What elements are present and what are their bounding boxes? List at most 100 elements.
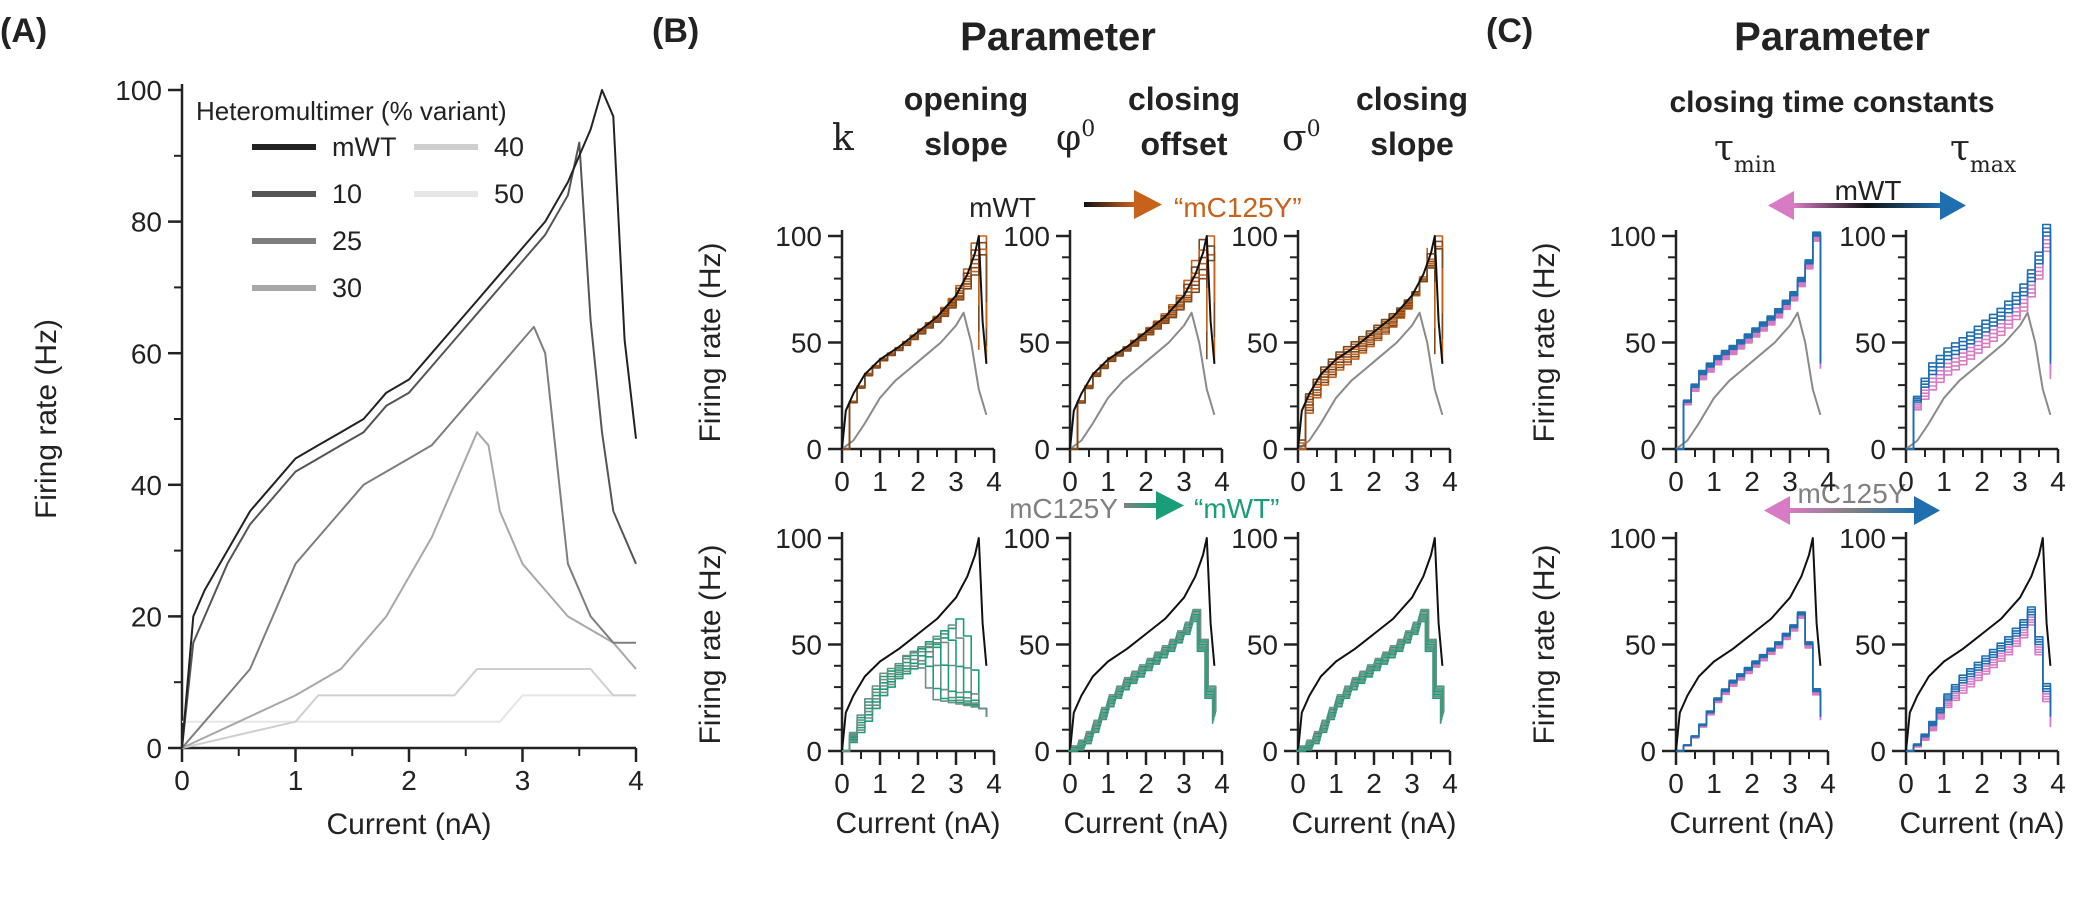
y-tick-label: 0	[1034, 736, 1050, 767]
x-tick-label: 4	[628, 765, 644, 796]
legend-label: 10	[332, 179, 362, 209]
x-axis-label: Current (nA)	[1669, 807, 1834, 840]
y-tick-label: 0	[1640, 434, 1656, 465]
x-tick-label: 3	[1404, 768, 1420, 799]
x-tick-label: 4	[1442, 768, 1458, 799]
param-sigma-line2: slope	[1370, 126, 1454, 162]
y-tick-label: 100	[1231, 221, 1278, 252]
arrow-label-mwt-from: mWT	[969, 192, 1036, 223]
legend-title: Heteromultimer (% variant)	[196, 96, 507, 126]
panel-label-a: (A)	[0, 12, 47, 50]
arrow-label-mwt-to: “mWT”	[1194, 493, 1280, 524]
x-tick-label: 0	[1062, 768, 1078, 799]
y-tick-label: 100	[1003, 221, 1050, 252]
variant-line	[1906, 624, 2052, 752]
variant-line	[842, 235, 988, 450]
arrow-c-bot-left-head	[1764, 496, 1790, 525]
y-tick-label: 100	[115, 75, 162, 106]
x-tick-label: 3	[1782, 466, 1798, 497]
variant-line	[1676, 240, 1822, 450]
y-tick-label: 50	[1855, 328, 1886, 359]
x-tick-label: 2	[1974, 466, 1990, 497]
variant-line	[1906, 611, 2052, 752]
series-line-25	[181, 325, 636, 749]
x-tick-label: 3	[948, 466, 964, 497]
y-tick-label: 50	[1625, 328, 1656, 359]
x-tick-label: 3	[948, 768, 964, 799]
x-tick-label: 2	[1366, 768, 1382, 799]
x-tick-label: 0	[834, 768, 850, 799]
x-tick-label: 1	[1100, 768, 1116, 799]
param-sigma-symbol: σ0	[1282, 117, 1321, 159]
series-line-40	[181, 668, 636, 749]
y-axis-label: Firing rate (Hz)	[30, 319, 63, 519]
reference-mc125y-line	[1675, 311, 1822, 450]
variant-line	[1906, 223, 2052, 450]
arrow-c-bot-shaft	[1790, 508, 1914, 513]
panel-label-b: (B)	[652, 12, 699, 50]
y-tick-label: 50	[791, 328, 822, 359]
arrow-mc125y-to-mwt-shaft	[1124, 503, 1156, 508]
reference-mwt-line	[841, 235, 988, 450]
y-tick-label: 100	[1839, 523, 1886, 554]
x-tick-label: 0	[1668, 466, 1684, 497]
x-tick-label: 4	[986, 466, 1002, 497]
panel-label-c: (C)	[1486, 12, 1533, 50]
arrow-c-top-shaft	[1794, 203, 1940, 208]
y-tick-label: 50	[1625, 630, 1656, 661]
variant-line	[1071, 608, 1217, 747]
variant-line	[842, 249, 980, 450]
variant-line	[1070, 252, 1216, 450]
variant-line	[1906, 619, 2052, 752]
x-axis-label: Current (nA)	[1899, 807, 2064, 840]
x-axis-label: Current (nA)	[1291, 807, 1456, 840]
reference-mc125y-line	[1069, 311, 1216, 450]
x-tick-label: 1	[1936, 466, 1952, 497]
y-tick-label: 0	[146, 733, 162, 764]
param-tau-min: τmin	[1714, 128, 1776, 178]
reference-mwt-line	[1297, 235, 1444, 450]
variant-line	[1070, 259, 1200, 450]
x-tick-label: 2	[1974, 768, 1990, 799]
x-tick-label: 4	[2050, 466, 2066, 497]
variant-line	[842, 645, 988, 752]
x-tick-label: 3	[2012, 768, 2028, 799]
y-tick-label: 0	[1262, 434, 1278, 465]
param-phi-line1: closing	[1128, 81, 1240, 117]
y-tick-label: 80	[131, 207, 162, 238]
reference-mwt-line	[1675, 537, 1822, 752]
y-tick-label: 100	[1609, 221, 1656, 252]
x-tick-label: 4	[1820, 768, 1836, 799]
x-axis-label: Current (nA)	[326, 808, 491, 841]
variant-line	[1298, 258, 1436, 450]
variant-line	[842, 618, 988, 752]
y-tick-label: 100	[1609, 523, 1656, 554]
legend-label: 40	[494, 132, 524, 162]
x-tick-label: 0	[1668, 768, 1684, 799]
header-closing-time-constants: closing time constants	[1669, 86, 1994, 119]
y-tick-label: 50	[791, 630, 822, 661]
variant-line	[1906, 621, 2052, 752]
param-k-line2: slope	[924, 126, 1008, 162]
x-tick-label: 0	[1290, 466, 1306, 497]
x-tick-label: 1	[1706, 768, 1722, 799]
variant-line	[1676, 613, 1822, 752]
legend-label: 50	[494, 179, 524, 209]
variant-line	[1070, 235, 1216, 450]
reference-mwt-line	[841, 537, 988, 752]
header-parameter-b: Parameter	[960, 15, 1156, 59]
series-line-mWT	[181, 89, 637, 749]
x-tick-label: 3	[515, 765, 531, 796]
param-phi-symbol: φ0	[1056, 117, 1095, 159]
y-tick-label: 20	[131, 601, 162, 632]
arrow-label-mc125y-to: “mC125Y”	[1174, 192, 1302, 223]
variant-line	[1906, 231, 2052, 450]
x-tick-label: 3	[1404, 466, 1420, 497]
x-tick-label: 2	[1138, 768, 1154, 799]
